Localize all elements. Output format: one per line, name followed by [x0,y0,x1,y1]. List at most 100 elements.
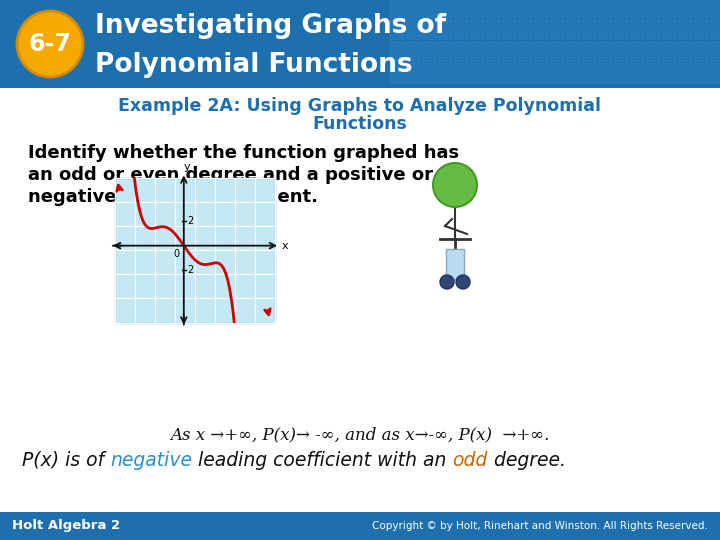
Bar [454,41,468,61]
Bar [630,19,644,39]
Bar [598,63,612,83]
Bar [566,41,580,61]
Bar [598,0,612,17]
Bar [646,41,660,61]
Bar [598,19,612,39]
Bar [518,19,532,39]
Bar [406,63,420,83]
Bar [422,63,436,83]
Bar [502,0,516,17]
Bar [534,0,548,17]
Bar [390,63,404,83]
Bar [662,63,676,83]
Bar [406,41,420,61]
Bar [662,0,676,17]
Text: P(x) is of: P(x) is of [22,450,110,469]
Bar [470,19,484,39]
Bar [486,63,500,83]
Bar [646,63,660,83]
Text: Copyright © by Holt, Rinehart and Winston. All Rights Reserved.: Copyright © by Holt, Rinehart and Winsto… [372,521,708,531]
Bar [694,63,708,83]
Bar [694,41,708,61]
Bar [550,19,564,39]
Text: 2: 2 [186,265,193,275]
Bar [710,63,720,83]
Bar [438,41,452,61]
Bar [406,0,420,17]
Text: x: x [282,241,289,251]
Bar [614,41,628,61]
Text: Identify whether the function graphed has: Identify whether the function graphed ha… [28,144,459,162]
Bar [406,19,420,39]
Bar [0,0,720,88]
Bar [454,19,468,39]
Bar [630,63,644,83]
Bar [630,41,644,61]
Text: y: y [184,161,190,172]
Text: an odd or even degree and a positive or: an odd or even degree and a positive or [28,166,433,184]
Text: 0: 0 [174,248,180,259]
Bar [486,0,500,17]
Bar [438,63,452,83]
Text: Holt Algebra 2: Holt Algebra 2 [12,519,120,532]
Bar [678,63,692,83]
Bar [502,41,516,61]
Bar [550,41,564,61]
Bar [470,41,484,61]
Bar [710,0,720,17]
Bar [566,19,580,39]
Bar [566,63,580,83]
Text: odd: odd [453,450,488,469]
Bar [662,41,676,61]
Text: leading coefficient with an: leading coefficient with an [192,450,453,469]
Bar [454,63,468,83]
Bar [422,0,436,17]
Bar [518,41,532,61]
Text: negative leading coefficient.: negative leading coefficient. [28,188,318,206]
Circle shape [440,275,454,289]
Bar [582,41,596,61]
Bar [534,19,548,39]
Text: Polynomial Functions: Polynomial Functions [95,52,413,78]
Bar [694,19,708,39]
Bar [614,63,628,83]
Bar [630,0,644,17]
Bar [598,41,612,61]
Bar [614,0,628,17]
Bar [454,0,468,17]
Bar [582,19,596,39]
Bar [470,63,484,83]
Text: 6-7: 6-7 [29,32,71,56]
Bar [678,19,692,39]
Bar [470,0,484,17]
Circle shape [456,275,470,289]
Text: As x →+∞, P(x)→ -∞, and as x→-∞, P(x)  →+∞.: As x →+∞, P(x)→ -∞, and as x→-∞, P(x) →+… [171,427,549,443]
Bar [582,0,596,17]
Bar [115,178,275,322]
Bar [446,249,464,279]
Bar [0,512,720,540]
Bar [694,0,708,17]
Bar [614,19,628,39]
Text: negative: negative [110,450,192,469]
Text: 2: 2 [186,217,193,226]
Bar [502,19,516,39]
Bar [518,0,532,17]
Bar [390,41,404,61]
Bar [710,19,720,39]
Bar [678,41,692,61]
Bar [662,19,676,39]
Bar [390,19,404,39]
Bar [486,19,500,39]
Text: Functions: Functions [312,115,408,133]
Bar [534,63,548,83]
Text: Example 2A: Using Graphs to Analyze Polynomial: Example 2A: Using Graphs to Analyze Poly… [119,97,601,115]
Bar [486,41,500,61]
Bar [502,63,516,83]
Bar [438,0,452,17]
Text: Investigating Graphs of: Investigating Graphs of [95,13,446,39]
Bar [550,63,564,83]
Bar [646,0,660,17]
Bar [582,63,596,83]
Bar [710,41,720,61]
